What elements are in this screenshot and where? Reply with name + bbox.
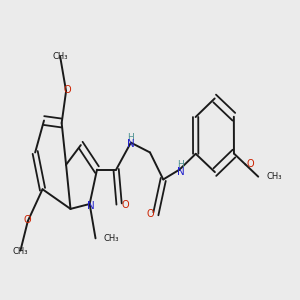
Text: CH₃: CH₃	[13, 247, 28, 256]
Text: O: O	[23, 215, 31, 225]
Text: O: O	[63, 85, 71, 94]
Text: N: N	[177, 167, 185, 177]
Text: N: N	[127, 139, 135, 149]
Text: CH₃: CH₃	[266, 172, 282, 181]
Text: CH₃: CH₃	[104, 234, 119, 243]
Text: H: H	[128, 133, 134, 142]
Text: O: O	[121, 200, 129, 210]
Text: O: O	[146, 209, 154, 219]
Text: CH₃: CH₃	[52, 52, 68, 61]
Text: N: N	[87, 201, 94, 212]
Text: H: H	[178, 160, 184, 169]
Text: O: O	[247, 158, 255, 169]
